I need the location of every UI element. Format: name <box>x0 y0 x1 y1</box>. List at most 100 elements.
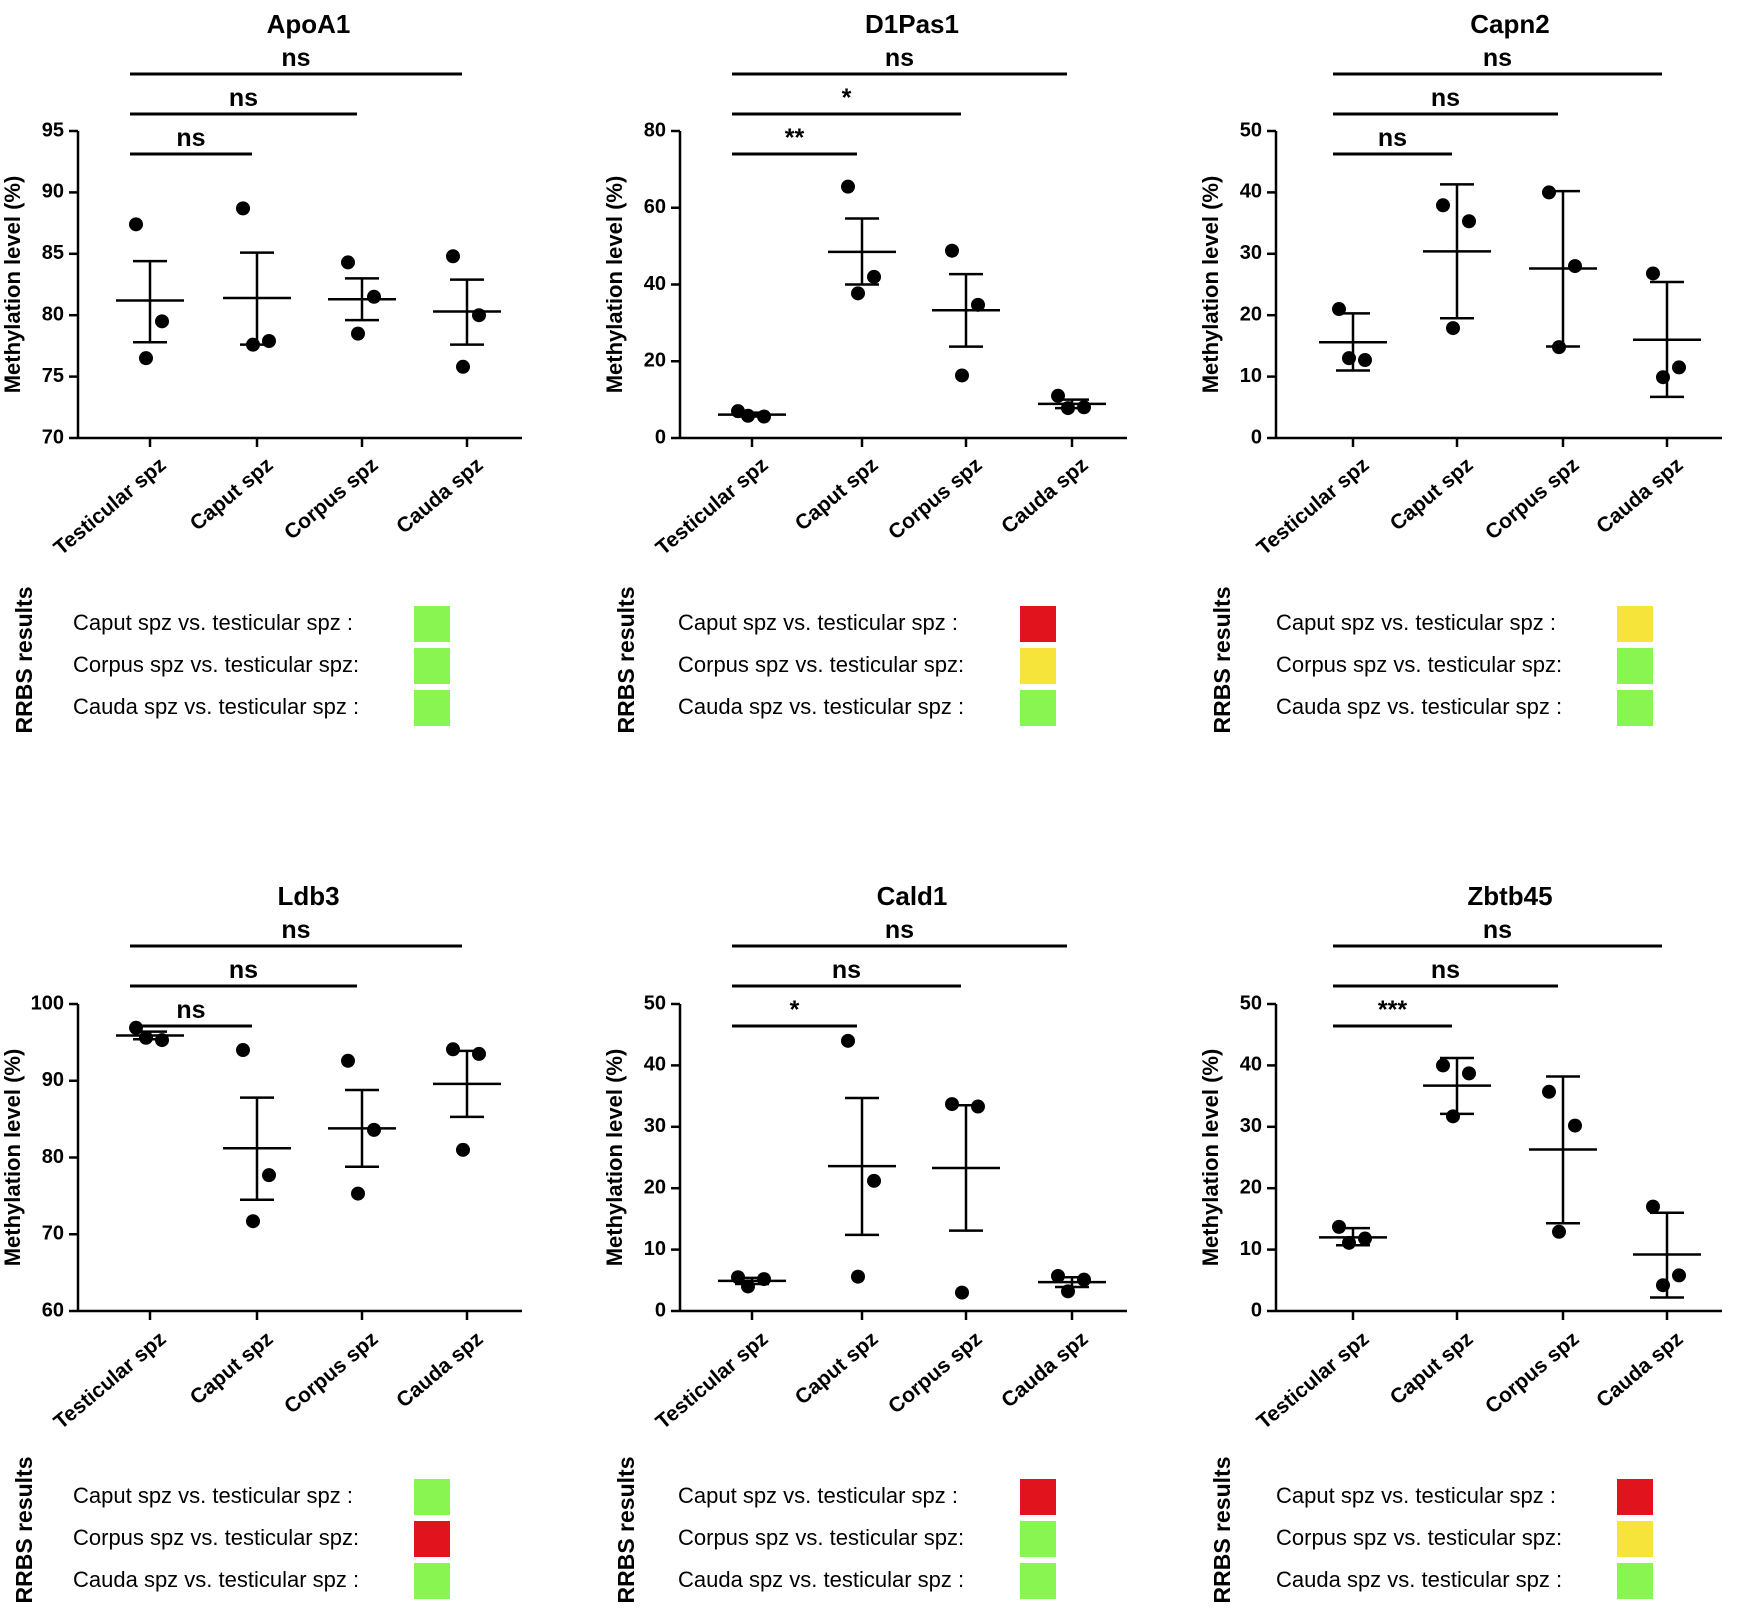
y-tick-label: 0 <box>1251 1299 1262 1321</box>
data-point <box>1656 1278 1670 1293</box>
panel-title: Cald1 <box>877 881 948 911</box>
rrbs-comparison-label: Cauda spz vs. testicular spz : <box>678 694 964 719</box>
data-point <box>139 1030 153 1045</box>
x-tick-label: Caput spz <box>1386 453 1478 535</box>
panel-apoa1: ApoA1 Methylation level (%) 70 75 80 85 90 95 Te… <box>0 9 522 734</box>
x-tick-label: Cauda spz <box>1592 1327 1687 1412</box>
data-point <box>757 1272 771 1287</box>
significance-label: ns <box>832 956 861 984</box>
y-tick-label: 80 <box>42 1146 64 1168</box>
x-tick-label: Caput spz <box>186 1327 278 1409</box>
data-point <box>236 1043 250 1058</box>
rrbs-status-box <box>414 1479 450 1515</box>
y-tick-label: 80 <box>42 303 64 325</box>
data-point <box>129 217 143 232</box>
data-point <box>741 408 755 423</box>
x-tick-label: Corpus spz <box>1481 453 1583 544</box>
significance-label: ns <box>1483 916 1512 944</box>
rrbs-status-box <box>1617 1521 1653 1557</box>
rrbs-status-box <box>1617 648 1653 684</box>
data-point <box>1077 1272 1091 1287</box>
rrbs-comparison-label: Cauda spz vs. testicular spz : <box>73 694 359 719</box>
y-tick-label: 75 <box>42 365 64 387</box>
y-tick-label: 80 <box>644 119 666 141</box>
y-tick-label: 95 <box>42 119 64 141</box>
rrbs-comparison-label: Corpus spz vs. testicular spz: <box>678 652 964 677</box>
rrbs-comparison-label: Cauda spz vs. testicular spz : <box>678 1567 964 1592</box>
y-tick-label: 20 <box>644 350 666 372</box>
rrbs-status-box <box>1617 1563 1653 1599</box>
x-tick-label: Corpus spz <box>1481 1327 1583 1418</box>
data-point <box>1436 198 1450 213</box>
data-point <box>945 243 959 258</box>
y-tick-label: 40 <box>644 1054 666 1076</box>
y-tick-label: 30 <box>644 1115 666 1137</box>
rrbs-status-box <box>1617 606 1653 642</box>
data-point <box>1342 1235 1356 1250</box>
y-axis-label: Methylation level (%) <box>602 1049 627 1267</box>
rrbs-comparison-label: Caput spz vs. testicular spz : <box>73 610 353 635</box>
rrbs-comparison-label: Cauda spz vs. testicular spz : <box>73 1567 359 1592</box>
x-tick-label: Cauda spz <box>997 1327 1092 1412</box>
rrbs-status-box <box>1617 1479 1653 1515</box>
data-point <box>446 1042 460 1057</box>
data-point <box>472 308 486 323</box>
panel-title: ApoA1 <box>267 9 351 39</box>
y-tick-label: 40 <box>1240 181 1262 203</box>
data-point <box>731 1270 745 1285</box>
x-tick-label: Caput spz <box>791 1327 883 1409</box>
significance-label: ns <box>281 916 310 944</box>
rrbs-title: RRBS results <box>1209 1457 1235 1604</box>
y-tick-label: 10 <box>1240 1238 1262 1260</box>
rrbs-status-box <box>414 1563 450 1599</box>
significance-label: ns <box>1431 84 1460 112</box>
data-point <box>246 337 260 352</box>
data-point <box>955 1285 969 1300</box>
data-point <box>1462 214 1476 229</box>
significance-label: ns <box>281 44 310 72</box>
data-point <box>236 201 250 216</box>
panel-title: Ldb3 <box>277 881 339 911</box>
data-point <box>367 1122 381 1137</box>
rrbs-comparison-label: Corpus spz vs. testicular spz: <box>73 1525 359 1550</box>
rrbs-status-box <box>1020 1479 1056 1515</box>
data-point <box>1446 1109 1460 1124</box>
data-point <box>1552 340 1566 355</box>
panel-title: Capn2 <box>1470 9 1549 39</box>
rrbs-comparison-label: Corpus spz vs. testicular spz: <box>1276 1525 1562 1550</box>
data-point <box>246 1214 260 1229</box>
data-point <box>1332 1219 1346 1234</box>
significance-label: ns <box>1431 956 1460 984</box>
panel-title: D1Pas1 <box>865 9 959 39</box>
y-tick-label: 60 <box>644 196 666 218</box>
data-point <box>1358 353 1372 368</box>
significance-label: * <box>842 84 852 112</box>
data-point <box>472 1046 486 1061</box>
rrbs-comparison-label: Caput spz vs. testicular spz : <box>1276 610 1556 635</box>
data-point <box>139 351 153 366</box>
y-tick-label: 40 <box>1240 1054 1262 1076</box>
data-point <box>1332 302 1346 317</box>
y-tick-label: 60 <box>42 1299 64 1321</box>
y-tick-label: 70 <box>42 1223 64 1245</box>
rrbs-title: RRBS results <box>11 587 37 734</box>
x-tick-label: Corpus spz <box>280 453 382 544</box>
data-point <box>1077 400 1091 415</box>
data-point <box>1061 1284 1075 1299</box>
y-tick-label: 100 <box>31 992 64 1014</box>
y-tick-label: 0 <box>1251 426 1262 448</box>
data-point <box>129 1020 143 1035</box>
data-point <box>1568 259 1582 274</box>
panel-title: Zbtb45 <box>1467 881 1552 911</box>
panel-zbtb45: Zbtb45 Methylation level (%) 0 10 20 30 40 50 Te… <box>1198 881 1722 1604</box>
data-point <box>1646 266 1660 281</box>
data-point <box>867 1173 881 1188</box>
data-point <box>1672 360 1686 375</box>
significance-label: *** <box>1378 996 1407 1024</box>
x-tick-label: Testicular spz <box>652 453 773 560</box>
rrbs-status-box <box>1020 1563 1056 1599</box>
data-point <box>446 249 460 264</box>
rrbs-title: RRBS results <box>1209 587 1235 734</box>
data-point <box>456 1142 470 1157</box>
